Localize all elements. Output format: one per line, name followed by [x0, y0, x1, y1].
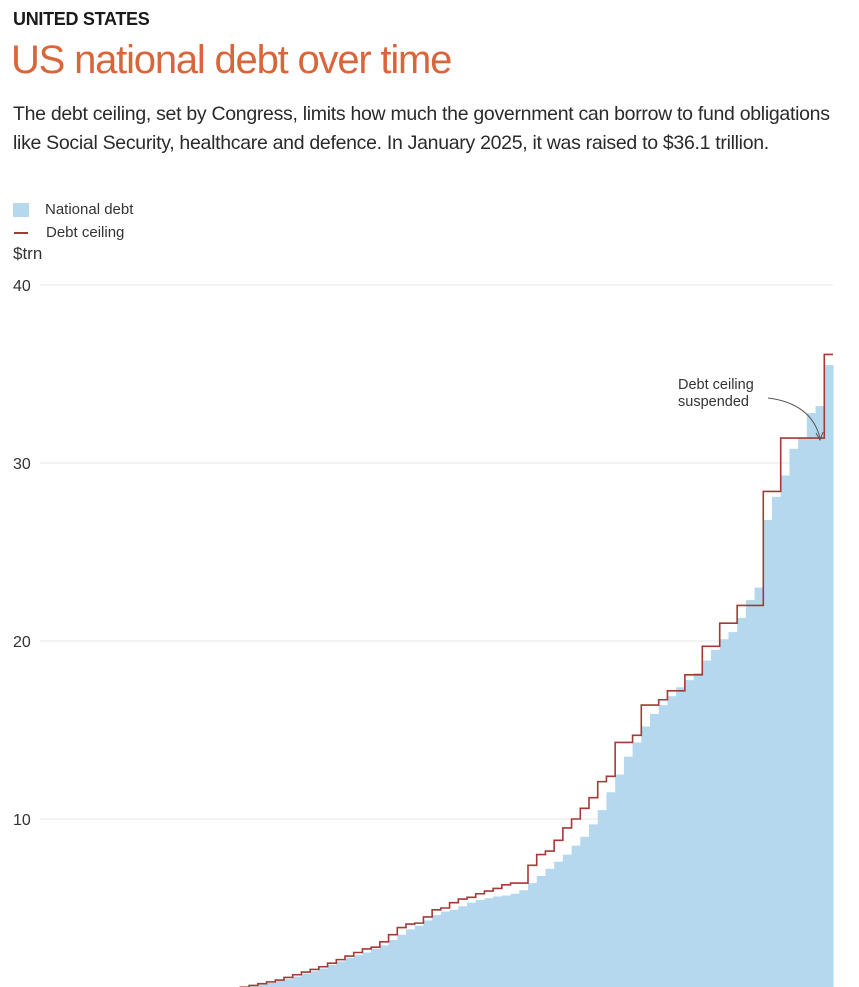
debt-step — [772, 496, 782, 987]
debt-step — [528, 883, 538, 987]
debt-step — [275, 980, 285, 987]
debt-step — [554, 861, 564, 987]
debt-step — [257, 984, 268, 987]
debt-step — [467, 902, 477, 987]
debt-step — [310, 971, 320, 987]
legend-label-debt: National debt — [45, 201, 134, 218]
legend-item-debt: National debt — [13, 198, 133, 221]
legend: National debt Debt ceiling — [13, 198, 133, 244]
debt-step — [536, 875, 547, 987]
debt-step — [371, 948, 381, 987]
legend-swatch-debt — [13, 202, 29, 217]
debt-step — [571, 845, 581, 987]
legend-swatch-ceiling — [14, 231, 28, 234]
debt-step — [684, 680, 695, 987]
debt-step — [292, 976, 303, 987]
debt-step — [658, 705, 669, 987]
debt-step — [780, 475, 791, 987]
debt-step — [632, 742, 642, 987]
annotation-layer: Debt ceiling suspended — [678, 377, 824, 442]
ceiling-line-layer — [239, 353, 833, 987]
debt-step — [606, 792, 616, 987]
annotation-arrowhead — [815, 431, 824, 442]
debt-chart: 10 20 30 40 Debt ceiling suspended — [13, 278, 834, 987]
debt-step — [702, 660, 712, 987]
debt-step — [458, 906, 468, 987]
debt-step — [379, 945, 390, 987]
legend-item-ceiling: Debt ceiling — [13, 221, 133, 244]
debt-step — [806, 413, 817, 987]
debt-step — [493, 896, 503, 987]
y-tick-label-40: 40 — [13, 278, 31, 295]
debt-ceiling-line — [239, 353, 833, 987]
debt-area-layer — [249, 365, 834, 987]
debt-step — [327, 964, 337, 987]
debt-step — [824, 365, 834, 987]
debt-step — [737, 617, 747, 987]
legend-label-ceiling: Debt ceiling — [46, 224, 125, 241]
y-tick-label-20: 20 — [13, 634, 31, 651]
debt-step — [440, 911, 451, 987]
debt-step — [615, 774, 625, 987]
debt-step — [763, 519, 773, 987]
debt-step — [406, 929, 416, 987]
debt-step — [301, 973, 311, 987]
debt-step — [345, 957, 355, 987]
annotation-label: Debt ceiling suspended — [678, 377, 754, 410]
debt-step — [728, 632, 738, 987]
chart-subtitle: The debt ceiling, set by Congress, limit… — [13, 103, 830, 154]
debt-step — [475, 899, 486, 987]
y-tick-label-10: 10 — [13, 812, 31, 829]
debt-step — [318, 968, 329, 987]
debt-step — [414, 925, 425, 987]
debt-step — [589, 824, 599, 987]
annotation-arrow — [767, 397, 821, 439]
debt-step — [266, 982, 276, 987]
debt-step — [423, 920, 433, 987]
debt-step — [510, 893, 520, 987]
debt-step — [754, 587, 764, 987]
debt-step — [545, 868, 555, 987]
debt-step — [580, 836, 590, 987]
debt-step — [597, 810, 608, 987]
debt-step — [650, 713, 660, 987]
y-tick-label-30: 30 — [13, 456, 31, 473]
debt-step — [789, 448, 799, 987]
y-axis-unit: $trn — [13, 244, 43, 263]
debt-step — [388, 940, 398, 987]
debt-step — [676, 687, 686, 987]
debt-step — [815, 406, 825, 987]
debt-step — [562, 854, 573, 987]
y-tick-labels: 10 20 30 40 — [13, 278, 31, 829]
debt-step — [432, 915, 442, 987]
debt-step — [362, 952, 372, 987]
debt-step — [693, 673, 703, 987]
debt-step — [798, 438, 808, 987]
debt-step — [501, 895, 512, 987]
debt-step — [284, 979, 294, 987]
debt-step — [711, 649, 721, 987]
debt-step — [353, 955, 364, 987]
chart-kicker: UNITED STATES — [13, 9, 150, 29]
debt-step — [449, 909, 459, 987]
debt-step — [519, 890, 529, 987]
chart-title: US national debt over time — [11, 38, 452, 82]
debt-step — [336, 961, 346, 987]
debt-step — [667, 696, 677, 987]
debt-step — [484, 898, 494, 987]
debt-step — [397, 934, 407, 987]
debt-step — [623, 756, 634, 987]
debt-step — [719, 639, 730, 987]
debt-step — [641, 726, 651, 987]
debt-step — [745, 600, 756, 987]
